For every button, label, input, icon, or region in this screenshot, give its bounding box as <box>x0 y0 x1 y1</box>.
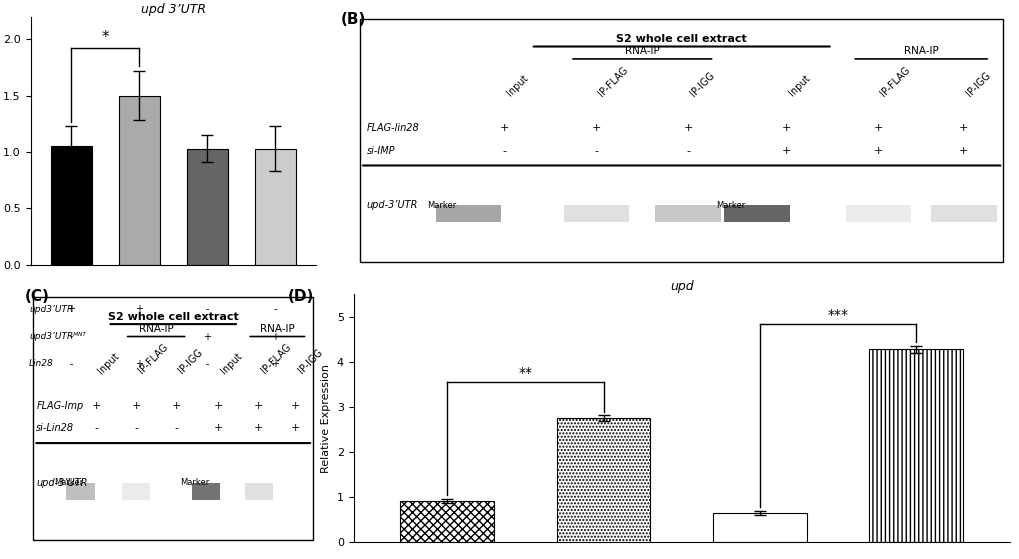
Text: +: + <box>873 124 882 133</box>
Text: -: - <box>138 331 141 342</box>
Bar <box>51 146 92 264</box>
Text: RNA-IP: RNA-IP <box>139 324 173 334</box>
Text: Input: Input <box>504 73 529 98</box>
Text: Lin28: Lin28 <box>30 359 54 368</box>
Text: upd3’UTR: upd3’UTR <box>30 305 73 314</box>
Text: IP-FLAG: IP-FLAG <box>136 342 169 376</box>
Text: +: + <box>958 124 968 133</box>
Bar <box>66 483 95 500</box>
Bar <box>435 205 500 222</box>
Text: +: + <box>254 423 263 433</box>
Text: -: - <box>69 359 73 369</box>
Text: -: - <box>686 145 690 155</box>
Text: Marker: Marker <box>427 201 457 210</box>
Bar <box>868 349 962 542</box>
Text: +: + <box>131 401 141 411</box>
Text: IP-IGG: IP-IGG <box>688 70 715 98</box>
Bar <box>255 149 296 264</box>
Text: *: * <box>102 30 109 45</box>
Text: +: + <box>214 423 223 433</box>
Text: +: + <box>291 423 301 433</box>
Text: S2 whole cell extract: S2 whole cell extract <box>615 34 746 44</box>
Title: upd 3’UTR: upd 3’UTR <box>141 3 206 16</box>
Text: (D): (D) <box>287 290 314 305</box>
Text: si-Lin28: si-Lin28 <box>37 423 74 433</box>
Text: FLAG-Imp: FLAG-Imp <box>37 401 84 411</box>
Text: IP-IGG: IP-IGG <box>176 348 204 376</box>
Text: +: + <box>782 145 791 155</box>
Text: Input: Input <box>786 73 811 98</box>
Text: +: + <box>683 124 692 133</box>
Text: +: + <box>92 401 101 411</box>
Text: **: ** <box>518 367 532 381</box>
Bar <box>712 513 806 542</box>
Text: RNA-IP: RNA-IP <box>903 46 937 56</box>
Text: +: + <box>214 401 223 411</box>
Text: -: - <box>94 423 98 433</box>
Text: IP-FLAG: IP-FLAG <box>259 342 292 376</box>
Text: IP-FLAG: IP-FLAG <box>596 65 630 98</box>
Text: Marker: Marker <box>54 479 84 487</box>
Text: (C): (C) <box>24 290 50 305</box>
Bar <box>400 501 494 542</box>
Bar <box>845 205 910 222</box>
Text: +: + <box>136 304 143 314</box>
Bar <box>930 205 996 222</box>
Text: +: + <box>782 124 791 133</box>
Text: +: + <box>958 145 968 155</box>
Y-axis label: Relative Expression: Relative Expression <box>321 364 331 473</box>
Text: +: + <box>271 331 279 342</box>
Text: Marker: Marker <box>715 201 745 210</box>
Bar <box>186 149 227 264</box>
Text: +: + <box>67 304 75 314</box>
Text: si-IMP: si-IMP <box>367 145 394 155</box>
Text: +: + <box>136 359 143 369</box>
Text: upd-3’UTR: upd-3’UTR <box>37 478 88 488</box>
Text: +: + <box>254 401 263 411</box>
Text: -: - <box>69 331 73 342</box>
Text: RNA-IP: RNA-IP <box>260 324 294 334</box>
Text: +: + <box>291 401 301 411</box>
Bar <box>119 96 160 264</box>
Text: +: + <box>591 124 600 133</box>
Text: +: + <box>203 331 211 342</box>
Text: -: - <box>205 304 209 314</box>
Text: -: - <box>502 145 506 155</box>
Text: -: - <box>273 304 276 314</box>
Bar <box>723 205 789 222</box>
Text: upd-3’UTR: upd-3’UTR <box>367 200 418 210</box>
Text: upd3’UTRᴹᴺᵀ: upd3’UTRᴹᴺᵀ <box>30 332 86 341</box>
Title: upd: upd <box>669 280 693 293</box>
Bar <box>564 205 629 222</box>
Bar <box>192 483 220 500</box>
Text: -: - <box>135 423 138 433</box>
Bar <box>122 483 150 500</box>
Bar <box>245 483 273 500</box>
Text: -: - <box>205 359 209 369</box>
Text: (B): (B) <box>340 12 366 27</box>
Text: +: + <box>271 359 279 369</box>
Text: +: + <box>499 124 508 133</box>
Text: -: - <box>174 423 178 433</box>
Text: Input: Input <box>96 350 121 376</box>
Text: IP-FLAG: IP-FLAG <box>877 65 911 98</box>
Text: Marker: Marker <box>180 479 209 487</box>
Text: IP-IGG: IP-IGG <box>963 70 991 98</box>
Text: FLAG-lin28: FLAG-lin28 <box>367 124 419 133</box>
Bar <box>556 418 650 542</box>
Text: Input: Input <box>219 350 244 376</box>
Text: RNA-IP: RNA-IP <box>625 46 659 56</box>
Bar <box>655 205 720 222</box>
Text: +: + <box>171 401 180 411</box>
Text: IP-IGG: IP-IGG <box>296 348 324 376</box>
Text: -: - <box>594 145 598 155</box>
Text: S2 whole cell extract: S2 whole cell extract <box>108 312 238 322</box>
Text: ***: *** <box>826 308 848 322</box>
Text: +: + <box>873 145 882 155</box>
